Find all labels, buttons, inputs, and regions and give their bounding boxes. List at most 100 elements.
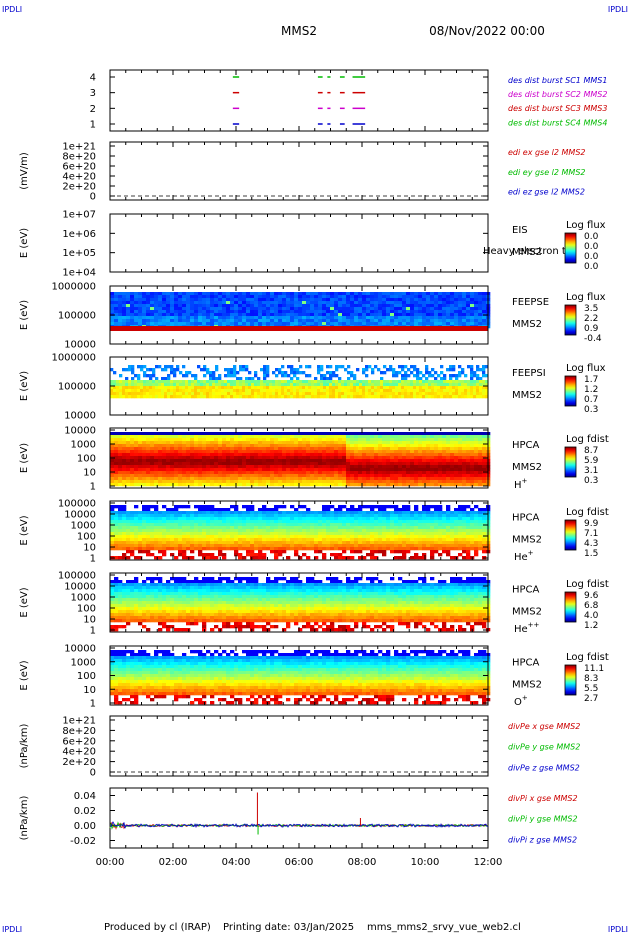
spectrogram-cell xyxy=(330,432,334,435)
spectrogram-cell xyxy=(119,383,122,386)
spectrogram-cell xyxy=(154,468,158,471)
spectrogram-cell xyxy=(308,389,311,392)
spectrogram-cell xyxy=(194,386,197,389)
spectrogram-cell xyxy=(410,432,414,435)
spectrogram-cell xyxy=(382,310,386,313)
spectrogram-cell xyxy=(258,301,262,304)
spectrogram-cell xyxy=(186,532,190,535)
spectrogram-cell xyxy=(338,377,341,380)
spectrogram-cell xyxy=(149,392,152,395)
spectrogram-cell xyxy=(246,450,250,453)
spectrogram-cell xyxy=(154,301,158,304)
spectrogram-cell xyxy=(122,383,125,386)
spectrogram-cell xyxy=(338,459,342,462)
spectrogram-cell xyxy=(478,307,482,310)
spectrogram-cell xyxy=(234,462,238,465)
spectrogram-cell xyxy=(222,447,226,450)
spectrogram-cell xyxy=(344,383,347,386)
spectrogram-cell xyxy=(362,386,365,389)
spectrogram-cell xyxy=(434,304,438,307)
spectrogram-cell xyxy=(296,383,299,386)
spectrogram-cell xyxy=(452,395,455,398)
spectrogram-cell xyxy=(202,526,206,529)
spectrogram-cell xyxy=(398,316,402,319)
spectrogram-cell xyxy=(162,550,166,553)
spectrogram-cell xyxy=(430,471,434,474)
spectrogram-cell xyxy=(250,301,254,304)
spectrogram-cell xyxy=(354,483,358,486)
spectrogram-cell xyxy=(377,395,380,398)
spectrogram-cell xyxy=(454,304,458,307)
spectrogram-cell xyxy=(186,298,190,301)
spectrogram-cell xyxy=(128,392,131,395)
spectrogram-cell xyxy=(350,310,354,313)
spectrogram-cell xyxy=(218,316,222,319)
spectrogram-cell xyxy=(334,453,338,456)
spectrogram-cell xyxy=(410,471,414,474)
spectrogram-cell xyxy=(246,471,250,474)
spectrogram-cell xyxy=(482,438,486,441)
spectrogram-cell xyxy=(214,292,218,295)
spectrogram-cell xyxy=(366,477,370,480)
spectrogram-cell xyxy=(338,313,342,316)
spectrogram-cell xyxy=(202,508,206,511)
spectrogram-cell xyxy=(338,453,342,456)
spectrogram-cell xyxy=(443,380,446,383)
spectrogram-cell xyxy=(458,395,461,398)
spectrogram-cell xyxy=(242,389,245,392)
spectrogram-cell xyxy=(158,444,162,447)
spectrogram-cell xyxy=(282,292,286,295)
legend-entry: edi ex gse l2 MMS2 xyxy=(508,148,586,157)
spectrogram-cell xyxy=(188,392,191,395)
spectrogram-cell xyxy=(226,480,230,483)
spectrogram-cell xyxy=(458,441,462,444)
spectrogram-cell xyxy=(198,553,202,556)
spectrogram-cell xyxy=(178,295,182,298)
spectrogram-cell xyxy=(270,465,274,468)
spectrogram-cell xyxy=(398,389,401,392)
colorbar-tick-label: 5.9 xyxy=(584,456,599,466)
spectrogram-cell xyxy=(422,383,425,386)
spectrogram-cell xyxy=(306,295,310,298)
spectrogram-cell xyxy=(326,377,329,380)
spectrogram-cell xyxy=(234,307,238,310)
spectrogram-cell xyxy=(246,550,250,553)
spectrogram-cell xyxy=(202,523,206,526)
spectrogram-cell xyxy=(173,392,176,395)
spectrogram-cell xyxy=(322,432,326,435)
spectrogram-cell xyxy=(142,441,146,444)
spectrogram-cell xyxy=(346,456,350,459)
spectrogram-cell xyxy=(122,511,126,514)
spectrogram-cell xyxy=(146,508,150,511)
spectrogram-cell xyxy=(214,544,218,547)
spectrogram-cell xyxy=(150,544,154,547)
spectrogram-cell xyxy=(218,392,221,395)
spectrogram-cell xyxy=(422,456,426,459)
spectrogram-cell xyxy=(158,383,161,386)
spectrogram-cell xyxy=(118,474,122,477)
spectrogram-cell xyxy=(410,304,414,307)
spectrogram-cell xyxy=(118,514,122,517)
spectrogram-cell xyxy=(302,395,305,398)
spectrogram-cell xyxy=(130,313,134,316)
spectrogram-cell xyxy=(224,383,227,386)
spectrogram-cell xyxy=(294,447,298,450)
spectrogram-cell xyxy=(395,383,398,386)
spectrogram-cell xyxy=(239,395,242,398)
spectrogram-cell xyxy=(230,374,233,377)
spectrogram-cell xyxy=(386,438,390,441)
spectrogram-cell xyxy=(442,468,446,471)
spectrogram-cell xyxy=(185,371,188,374)
spectrogram-cell xyxy=(166,438,170,441)
spectrogram-cell xyxy=(142,471,146,474)
spectrogram-cell xyxy=(166,322,170,325)
spectrogram-cell xyxy=(218,441,222,444)
spectrogram-cell xyxy=(242,505,246,508)
spectrogram-cell xyxy=(454,438,458,441)
spectrogram-cell xyxy=(278,453,282,456)
spectrogram-cell xyxy=(134,295,138,298)
spectrogram-cell xyxy=(470,459,474,462)
spectrogram-cell xyxy=(383,371,386,374)
spectrogram-cell xyxy=(150,319,154,322)
spectrogram-cell xyxy=(275,386,278,389)
